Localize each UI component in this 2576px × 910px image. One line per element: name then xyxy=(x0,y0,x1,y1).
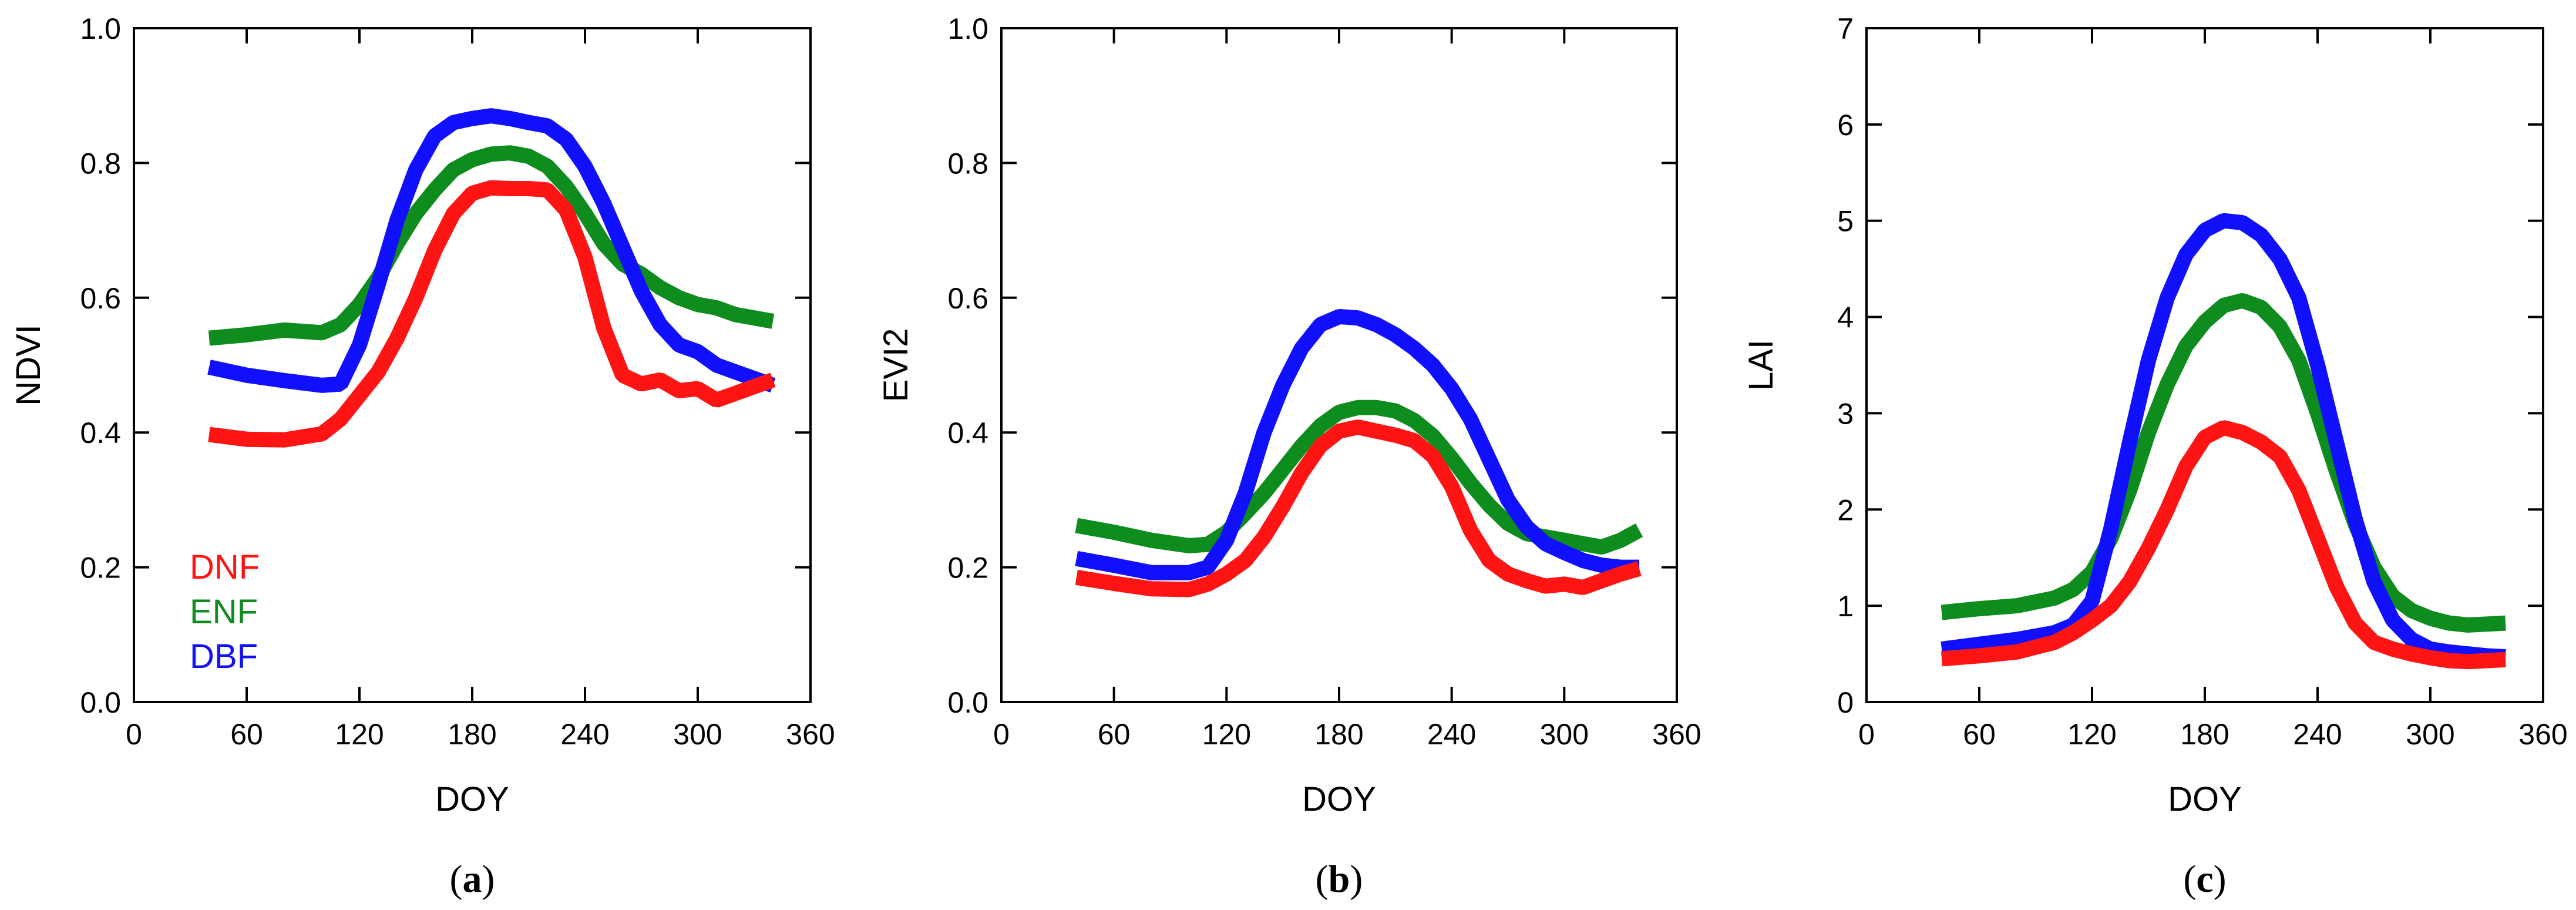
x-tick-label: 240 xyxy=(560,718,609,751)
x-tick-label: 300 xyxy=(673,718,722,751)
legend-entry-dbf: DBF xyxy=(190,637,258,676)
x-axis-title: DOY xyxy=(1302,780,1376,818)
series-line-enf xyxy=(1941,293,2506,633)
x-tick-label: 240 xyxy=(2293,718,2342,751)
series-line-dnf xyxy=(208,180,776,448)
x-tick-label: 360 xyxy=(786,718,835,751)
x-tick-label: 180 xyxy=(1314,718,1363,751)
x-tick-label: 180 xyxy=(448,718,496,751)
x-axis-title: DOY xyxy=(2168,780,2242,818)
x-tick-label: 360 xyxy=(1652,718,1701,751)
x-tick-label: 180 xyxy=(2180,718,2229,751)
x-tick-label: 300 xyxy=(2406,718,2454,751)
y-tick-label: 2 xyxy=(1837,493,1854,526)
caption-open-paren: ( xyxy=(450,858,463,901)
caption-letter: a xyxy=(463,858,482,901)
y-tick-label: 0.6 xyxy=(80,282,121,315)
panel-a: 0 60 120 180 240 300 360 0.0 0.2 0.4 0.6 0.8 1.0 DOY N… xyxy=(9,12,835,901)
y-tick-label: 1 xyxy=(1837,590,1854,623)
panel-c: 0 60 120 180 240 300 360 0 1 2 3 4 5 6 7 DOY LAI (c) xyxy=(1742,12,2568,901)
y-tick-label: 1.0 xyxy=(947,12,988,45)
y-tick-label: 4 xyxy=(1837,301,1854,334)
x-tick-label: 360 xyxy=(2518,718,2567,751)
panel-caption: (b) xyxy=(1316,858,1363,901)
series-line-dbf xyxy=(1941,213,2506,664)
series-line-dnf xyxy=(1941,420,2506,670)
series-line-dbf xyxy=(1075,308,1640,580)
panel-caption: (c) xyxy=(2183,858,2226,901)
y-tick-label: 0.8 xyxy=(947,147,988,180)
y-tick-label: 0.6 xyxy=(947,282,988,315)
plot-frame xyxy=(1000,27,1678,703)
legend-entry-enf: ENF xyxy=(190,593,258,631)
x-tick-label: 120 xyxy=(2067,718,2116,751)
y-tick-label: 1.0 xyxy=(80,12,121,45)
x-tick-label: 240 xyxy=(1427,718,1476,751)
y-tick-label: 7 xyxy=(1837,12,1854,45)
x-tick-label: 120 xyxy=(1202,718,1251,751)
y-tick-label: 0.2 xyxy=(80,552,121,585)
caption-close-paren: ) xyxy=(1350,858,1363,901)
plot-frame xyxy=(1865,27,2544,703)
y-tick-label: 6 xyxy=(1837,109,1854,142)
x-tick-label: 60 xyxy=(1963,718,1996,751)
caption-close-paren: ) xyxy=(482,858,495,901)
y-tick-label: 0.4 xyxy=(947,417,988,449)
x-tick-label: 60 xyxy=(230,718,263,751)
legend: DNF ENF DBF xyxy=(190,548,260,676)
caption-letter: c xyxy=(2196,858,2213,901)
y-tick-label: 5 xyxy=(1837,205,1854,238)
series-line-dbf xyxy=(207,108,776,393)
y-tick-label: 3 xyxy=(1837,397,1854,430)
y-tick-label: 0.4 xyxy=(80,417,121,449)
caption-open-paren: ( xyxy=(2183,858,2196,901)
x-tick-label: 0 xyxy=(993,718,1010,751)
x-tick-label: 120 xyxy=(335,718,384,751)
series-line-enf xyxy=(208,145,775,346)
y-axis-title: EVI2 xyxy=(877,328,915,402)
x-tick-label: 0 xyxy=(126,718,142,751)
y-tick-label: 0.0 xyxy=(947,686,988,719)
series-line-dnf xyxy=(1075,419,1642,597)
caption-letter: b xyxy=(1329,858,1350,901)
x-axis-title: DOY xyxy=(435,780,509,818)
x-tick-label: 60 xyxy=(1098,718,1131,751)
x-tick-label: 300 xyxy=(1540,718,1589,751)
y-tick-label: 0.0 xyxy=(80,686,121,719)
panel-caption: (a) xyxy=(450,858,495,901)
series-line-enf xyxy=(1075,399,1643,555)
y-tick-label: 0 xyxy=(1837,686,1854,719)
y-tick-label: 0.8 xyxy=(80,147,121,180)
y-axis-title: NDVI xyxy=(9,324,48,406)
panel-b: 0 60 120 180 240 300 360 0.0 0.2 0.4 0.6 0.8 1.0 DOY E… xyxy=(877,12,1701,901)
legend-entry-dnf: DNF xyxy=(190,548,260,586)
caption-close-paren: ) xyxy=(2214,858,2227,901)
y-tick-label: 0.2 xyxy=(947,552,988,585)
y-axis-title: LAI xyxy=(1742,340,1780,391)
caption-open-paren: ( xyxy=(1316,858,1329,901)
x-tick-label: 0 xyxy=(1858,718,1875,751)
